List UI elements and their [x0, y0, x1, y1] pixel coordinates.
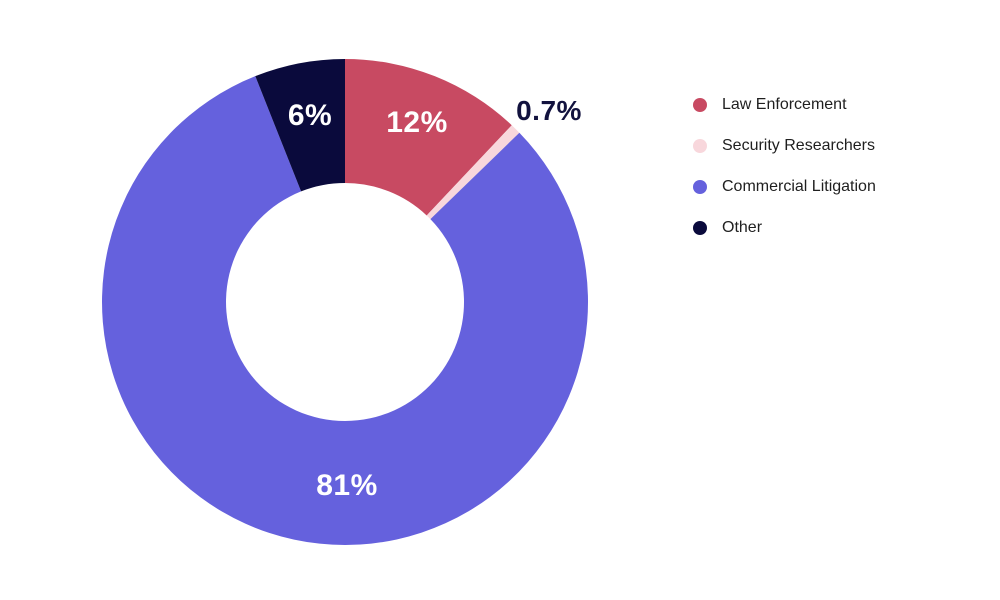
slice-value-label-other: 6%	[287, 99, 333, 132]
legend-item-law-enforcement: Law Enforcement	[693, 97, 876, 113]
slice-value-label-commercial-litigation: 81%	[316, 469, 378, 502]
donut-slice-other	[255, 59, 345, 192]
legend-swatch-law-enforcement	[693, 98, 707, 112]
legend-swatch-other	[693, 221, 707, 235]
slice-value-label-law-enforcement: 12%	[386, 106, 448, 139]
legend-swatch-commercial-litigation	[693, 180, 707, 194]
legend-swatch-security-researchers	[693, 139, 707, 153]
legend-item-other: Other	[693, 220, 876, 236]
donut-slice-law-enforcement	[345, 59, 512, 216]
legend-label-law-enforcement: Law Enforcement	[722, 96, 847, 113]
donut-slice-commercial-litigation	[102, 76, 589, 546]
legend-item-commercial-litigation: Commercial Litigation	[693, 179, 876, 195]
legend-label-security-researchers: Security Researchers	[722, 137, 875, 154]
legend-label-commercial-litigation: Commercial Litigation	[722, 178, 876, 195]
donut-slice-security-researchers	[426, 125, 520, 220]
slice-value-label-security-researchers: 0.7%	[516, 95, 582, 126]
chart-legend: Law Enforcement Security Researchers Com…	[693, 97, 876, 261]
legend-item-security-researchers: Security Researchers	[693, 138, 876, 154]
legend-label-other: Other	[722, 219, 763, 236]
